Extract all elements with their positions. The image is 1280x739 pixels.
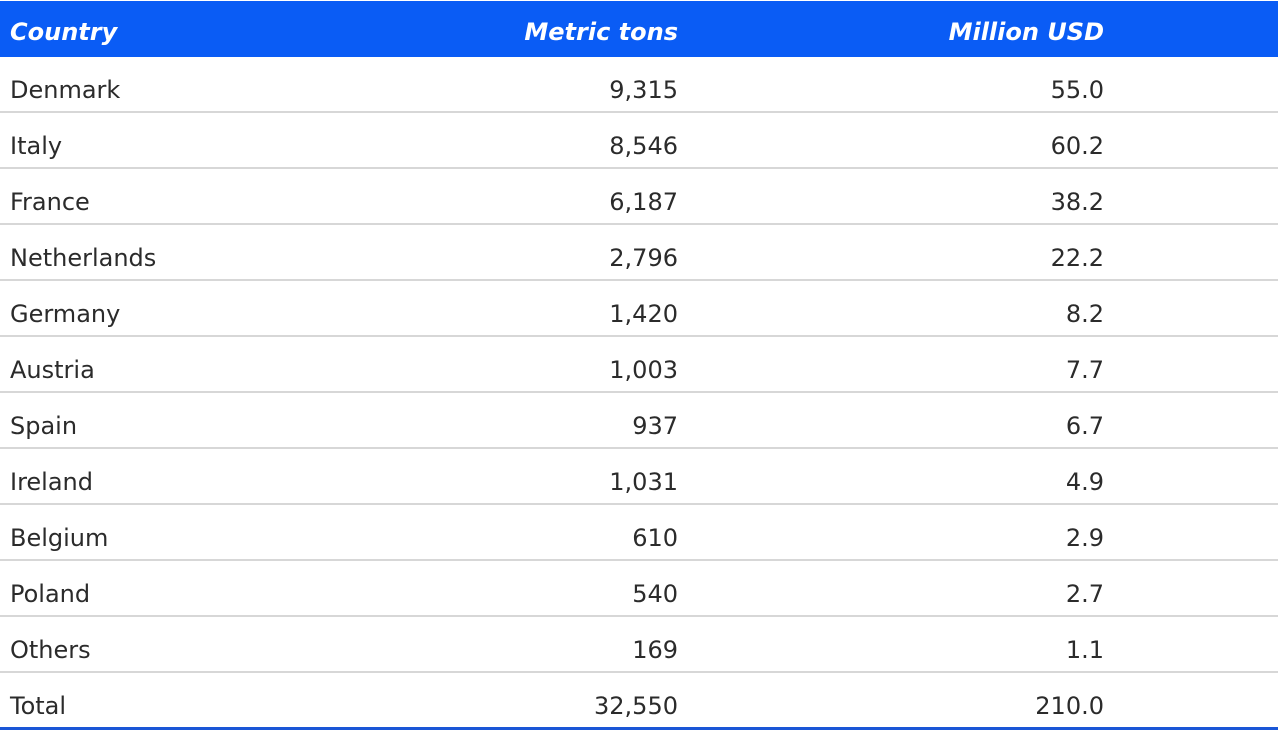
- cell-million-usd: 60.2: [1050, 132, 1104, 160]
- cell-metric-tons: 169: [632, 636, 678, 664]
- cell-metric-tons: 32,550: [594, 692, 678, 720]
- cell-million-usd: 38.2: [1050, 188, 1104, 216]
- table-row: Ireland 1,031 4.9: [0, 449, 1278, 505]
- cell-metric-tons: 1,420: [609, 300, 678, 328]
- cell-million-usd: 55.0: [1050, 76, 1104, 104]
- cell-country: Ireland: [10, 468, 94, 496]
- cell-country: Spain: [10, 412, 78, 440]
- cell-country: Austria: [10, 356, 95, 384]
- cell-metric-tons: 2,796: [609, 244, 678, 272]
- cell-country: Total: [10, 692, 67, 720]
- cell-metric-tons: 8,546: [609, 132, 678, 160]
- cell-million-usd: 7.7: [1065, 356, 1104, 384]
- cell-million-usd: 2.9: [1065, 524, 1104, 552]
- cell-metric-tons: 540: [632, 580, 678, 608]
- table-row: Poland 540 2.7: [0, 561, 1278, 617]
- cell-million-usd: 22.2: [1050, 244, 1104, 272]
- table-header-row: Country Metric tons Million USD: [0, 1, 1278, 57]
- table-row: Denmark 9,315 55.0: [0, 57, 1278, 113]
- cell-metric-tons: 610: [632, 524, 678, 552]
- table-total-row: Total 32,550 210.0: [0, 673, 1278, 730]
- cell-country: Denmark: [10, 76, 121, 104]
- cell-country: Italy: [10, 132, 63, 160]
- cell-million-usd: 6.7: [1065, 412, 1104, 440]
- cell-million-usd: 1.1: [1065, 636, 1104, 664]
- header-country: Country: [10, 18, 118, 46]
- table-row: Austria 1,003 7.7: [0, 337, 1278, 393]
- cell-country: Germany: [10, 300, 121, 328]
- header-million-usd: Million USD: [948, 18, 1104, 46]
- cell-metric-tons: 6,187: [609, 188, 678, 216]
- cell-country: Poland: [10, 580, 91, 608]
- table-row: Others 169 1.1: [0, 617, 1278, 673]
- table-row: France 6,187 38.2: [0, 169, 1278, 225]
- table-row: Spain 937 6.7: [0, 393, 1278, 449]
- cell-million-usd: 4.9: [1065, 468, 1104, 496]
- cell-country: Others: [10, 636, 91, 664]
- cell-country: Belgium: [10, 524, 109, 552]
- table-row: Belgium 610 2.9: [0, 505, 1278, 561]
- cell-metric-tons: 9,315: [609, 76, 678, 104]
- cell-country: France: [10, 188, 90, 216]
- cell-metric-tons: 1,003: [609, 356, 678, 384]
- header-metric-tons: Metric tons: [524, 18, 678, 46]
- cell-million-usd: 8.2: [1065, 300, 1104, 328]
- table-row: Italy 8,546 60.2: [0, 113, 1278, 169]
- table-row: Germany 1,420 8.2: [0, 281, 1278, 337]
- table-body: Denmark 9,315 55.0 Italy 8,546 60.2 France 6,18…: [0, 57, 1278, 730]
- cell-metric-tons: 1,031: [609, 468, 678, 496]
- cell-metric-tons: 937: [632, 412, 678, 440]
- cell-million-usd: 2.7: [1065, 580, 1104, 608]
- cell-country: Netherlands: [10, 244, 157, 272]
- cell-million-usd: 210.0: [1035, 692, 1104, 720]
- table-row: Netherlands 2,796 22.2: [0, 225, 1278, 281]
